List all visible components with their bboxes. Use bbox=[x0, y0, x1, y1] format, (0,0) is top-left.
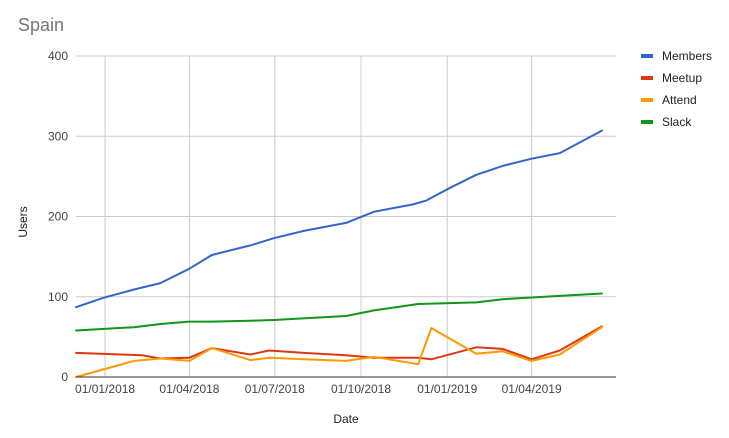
x-tick-label: 01/01/2018 bbox=[75, 382, 135, 396]
legend-label: Meetup bbox=[662, 71, 702, 85]
y-tick-label: 0 bbox=[61, 370, 68, 384]
series-line-members bbox=[75, 129, 603, 309]
x-axis-tick-labels: 01/01/2018 01/04/2018 01/07/2018 01/10/2018… bbox=[75, 382, 562, 396]
legend: Members Meetup Attend Slack bbox=[641, 49, 712, 129]
y-tick-label: 100 bbox=[48, 290, 68, 304]
series-line-attend bbox=[75, 326, 603, 378]
legend-item-meetup[interactable]: Meetup bbox=[641, 71, 702, 85]
series-line-slack bbox=[75, 292, 603, 332]
y-axis-title: Users bbox=[16, 206, 30, 237]
chart-title: Spain bbox=[18, 15, 64, 35]
legend-item-members[interactable]: Members bbox=[641, 49, 712, 63]
y-tick-label: 300 bbox=[48, 129, 68, 143]
x-tick-label: 01/01/2019 bbox=[417, 382, 477, 396]
y-tick-label: 400 bbox=[48, 49, 68, 63]
grid-lines bbox=[76, 55, 616, 378]
x-axis-title: Date bbox=[333, 412, 359, 426]
legend-label: Attend bbox=[662, 93, 697, 107]
series-line-meetup bbox=[75, 325, 603, 361]
x-tick-label: 01/04/2018 bbox=[159, 382, 219, 396]
legend-item-slack[interactable]: Slack bbox=[641, 115, 692, 129]
series-lines bbox=[75, 129, 603, 378]
x-tick-label: 01/07/2018 bbox=[245, 382, 305, 396]
x-tick-label: 01/10/2018 bbox=[331, 382, 391, 396]
legend-item-attend[interactable]: Attend bbox=[641, 93, 697, 107]
legend-label: Slack bbox=[662, 115, 692, 129]
y-tick-label: 200 bbox=[48, 210, 68, 224]
x-tick-label: 01/04/2019 bbox=[502, 382, 562, 396]
legend-label: Members bbox=[662, 49, 712, 63]
y-axis-tick-labels: 0 100 200 300 400 bbox=[48, 49, 68, 384]
